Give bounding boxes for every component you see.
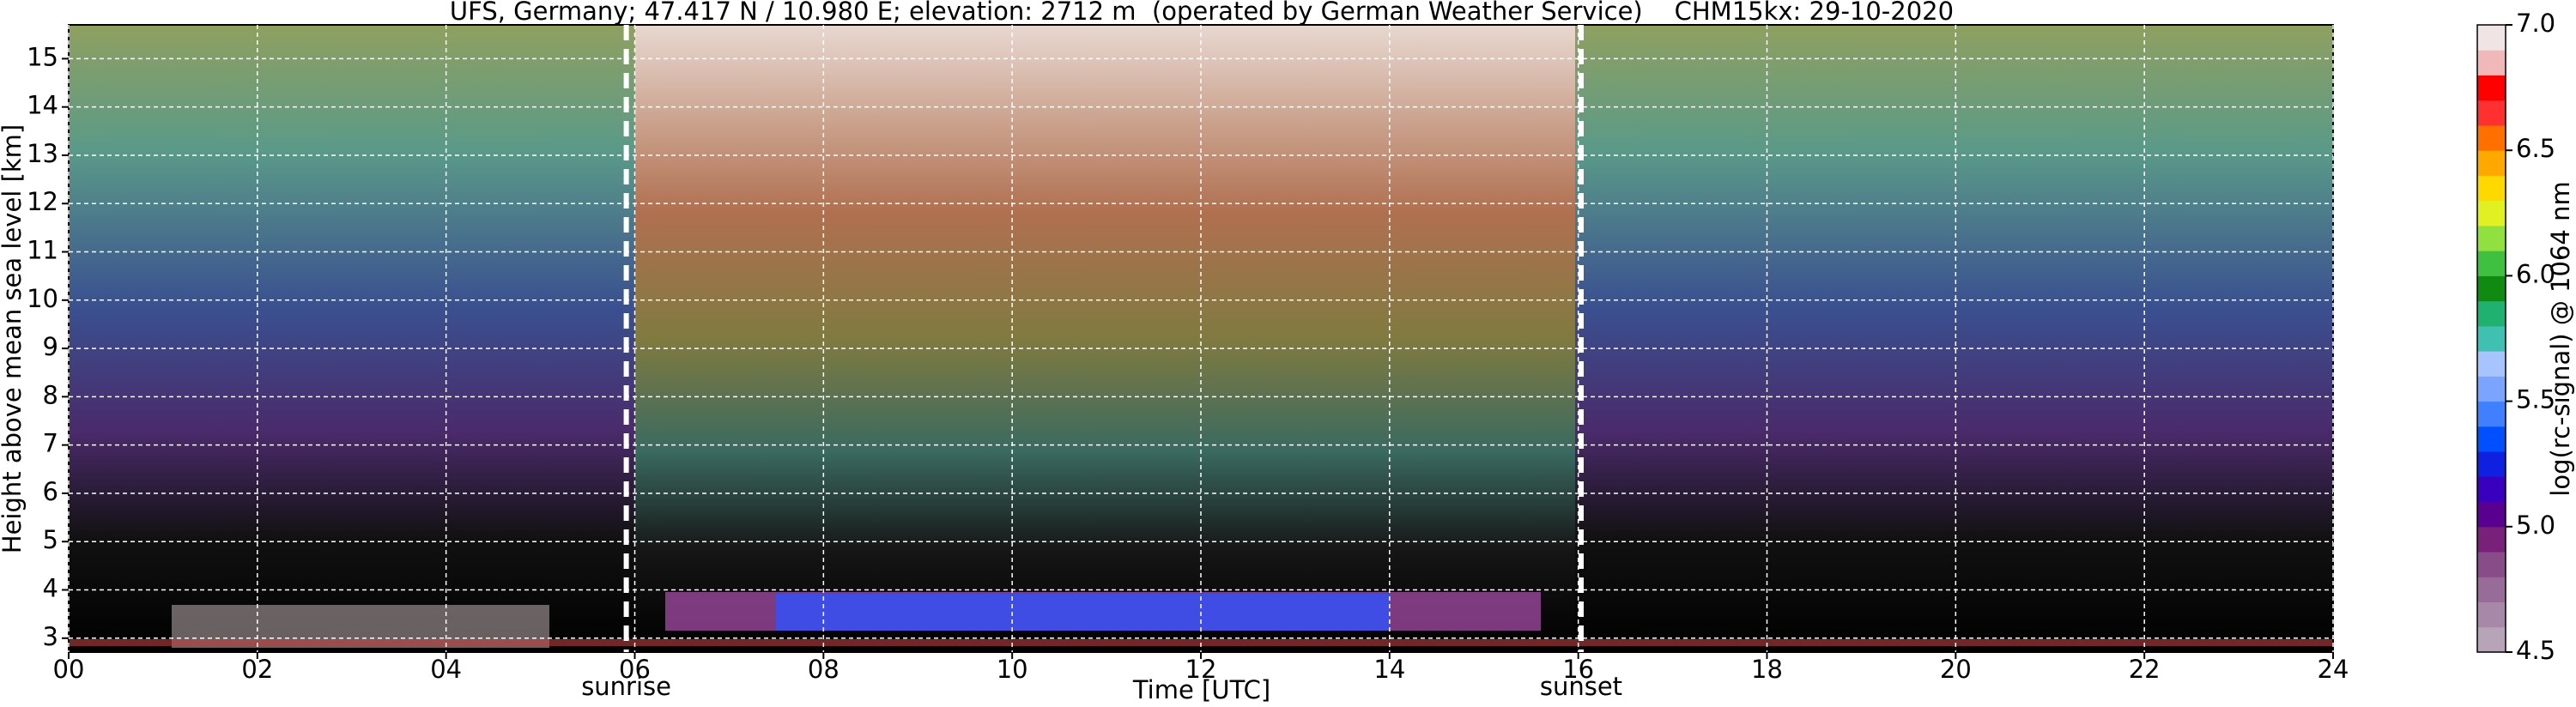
chart-title: UFS, Germany; 47.417 N / 10.980 E; eleva… [450, 0, 1954, 26]
colorbar-swatch [2477, 225, 2506, 251]
y-tick-label: 9 [43, 332, 58, 361]
x-tick-label: 16 [1562, 655, 1594, 684]
y-tick-label: 14 [27, 91, 58, 120]
colorbar-swatch [2477, 376, 2506, 402]
x-tick-label: 08 [808, 655, 839, 684]
colorbar-swatch [2477, 476, 2506, 503]
colorbar-swatch [2477, 526, 2506, 553]
annotation-label: sunset [1540, 672, 1622, 701]
y-tick-label: 11 [27, 236, 58, 265]
y-tick-label: 3 [43, 622, 58, 651]
colorbar-tick-label: 6.0 [2516, 259, 2555, 288]
y-tick-label: 10 [27, 284, 58, 313]
colorbar-swatch [2477, 501, 2506, 528]
y-tick-label: 13 [27, 139, 58, 168]
colorbar-swatch [2477, 50, 2506, 76]
colorbar-swatch [2477, 300, 2506, 327]
y-tick-label: 8 [43, 380, 58, 409]
colorbar-tick-label: 7.0 [2516, 9, 2555, 38]
colorbar-swatch [2477, 626, 2506, 653]
y-axis-label: Height above mean sea level [km] [0, 124, 27, 553]
annotation-label: sunrise [581, 672, 671, 701]
colorbar-swatch [2477, 124, 2506, 151]
colorbar-swatch [2477, 175, 2506, 202]
x-axis-label: Time [UTC] [1132, 675, 1270, 704]
colorbar-tick-label: 5.0 [2516, 511, 2555, 540]
colorbar-swatch [2477, 325, 2506, 352]
colorbar-tick-label: 4.5 [2516, 636, 2555, 665]
x-tick-label: 00 [53, 655, 85, 684]
colorbar-swatch [2477, 75, 2506, 101]
x-tick-label: 12 [1185, 655, 1217, 684]
y-tick-label: 5 [43, 525, 58, 554]
colorbar-tick-label: 5.5 [2516, 385, 2555, 414]
colorbar-swatch [2477, 351, 2506, 377]
colorbar-swatch [2477, 552, 2506, 577]
colorbar-swatch [2477, 601, 2506, 628]
x-tick-label: 24 [2318, 655, 2349, 684]
colorbar-swatch [2477, 200, 2506, 227]
colorbar-tick-label: 6.5 [2516, 134, 2555, 163]
x-tick-label: 10 [997, 655, 1028, 684]
y-tick-label: 6 [43, 477, 58, 506]
x-tick-label: 06 [619, 655, 651, 684]
x-tick-label: 02 [241, 655, 273, 684]
x-tick-label: 14 [1373, 655, 1405, 684]
colorbar-swatch [2477, 251, 2506, 276]
colorbar-label: log(rc-signal) @ 1064 nm [2546, 181, 2575, 496]
boundary-layer-core [776, 594, 1390, 631]
x-tick-label: 22 [2129, 655, 2161, 684]
colorbar-swatch [2477, 25, 2506, 51]
colorbar-swatch [2477, 100, 2506, 126]
colorbar-swatch [2477, 426, 2506, 452]
colorbar-swatch [2477, 401, 2506, 427]
x-tick-label: 20 [1940, 655, 1972, 684]
x-tick-label: 18 [1751, 655, 1783, 684]
colorbar-swatch [2477, 577, 2506, 603]
y-tick-label: 15 [27, 42, 58, 71]
colorbar-swatch [2477, 150, 2506, 176]
day-signal [635, 25, 1575, 652]
y-tick-label: 7 [43, 429, 58, 458]
y-tick-label: 4 [43, 574, 58, 603]
colorbar-swatch [2477, 451, 2506, 477]
y-tick-label: 12 [27, 187, 58, 216]
colorbar-frame [2476, 24, 2506, 653]
colorbar-swatch [2477, 275, 2506, 302]
x-tick-label: 04 [430, 655, 462, 684]
